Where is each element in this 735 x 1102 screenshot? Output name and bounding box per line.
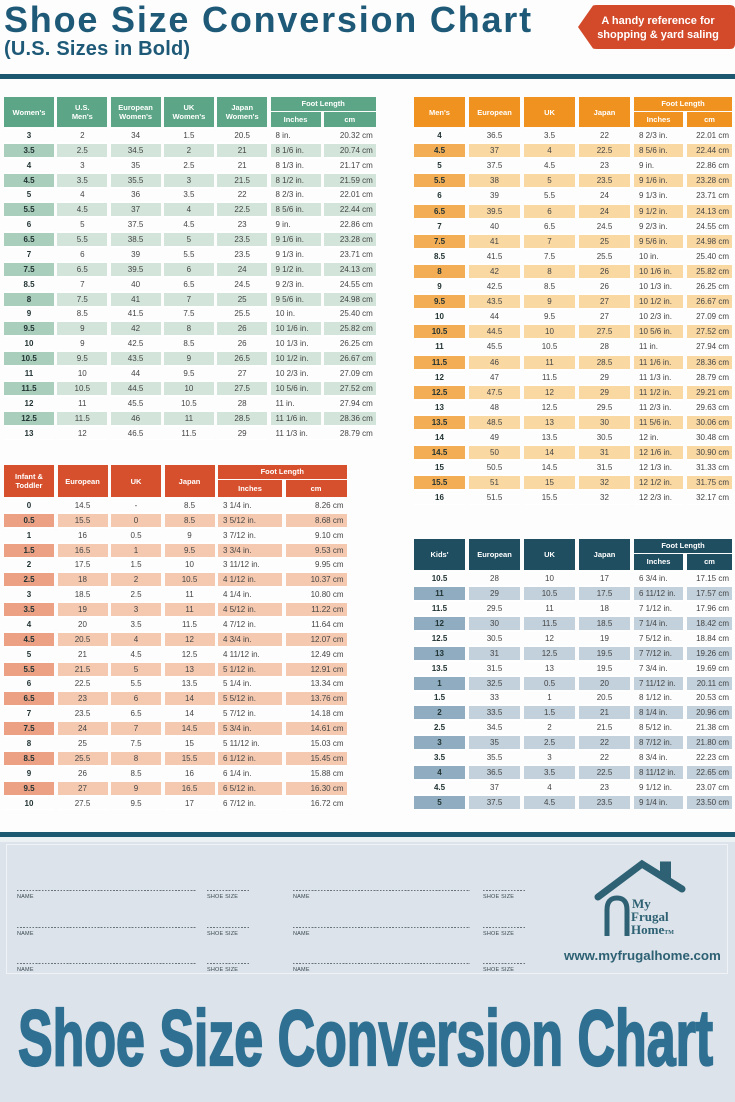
svg-text:Frugal: Frugal <box>631 909 669 924</box>
svg-text:My: My <box>632 896 651 911</box>
svg-text:shopping & yard saling: shopping & yard saling <box>597 29 719 41</box>
svg-text:A handy reference for: A handy reference for <box>601 15 715 27</box>
svg-text:HomeTM: HomeTM <box>631 922 674 937</box>
